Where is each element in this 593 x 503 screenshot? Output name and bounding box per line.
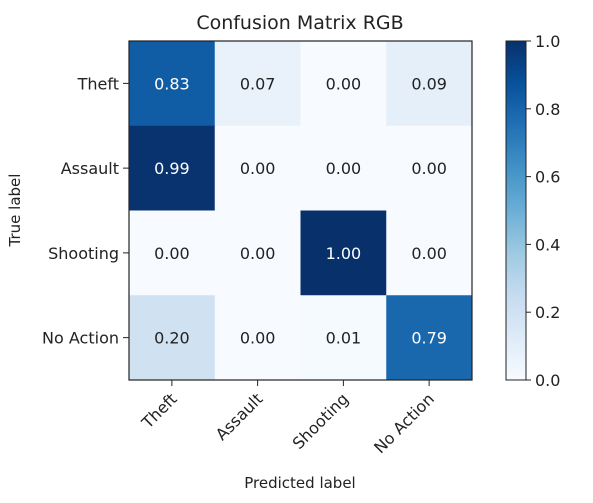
y-tick-label: Assault <box>61 159 119 178</box>
x-tick-label: Assault <box>212 389 267 444</box>
cell-value-label: 0.00 <box>154 244 190 263</box>
cell-value-label: 0.83 <box>154 74 190 93</box>
colorbar-tick-label: 0.4 <box>535 235 560 254</box>
cell-value-label: 0.00 <box>240 159 276 178</box>
colorbar-tick-label: 0.2 <box>535 303 560 322</box>
cell-value-label: 0.20 <box>154 329 190 348</box>
colorbar-ticks: 0.0 0.2 0.4 0.6 0.8 1.0 <box>526 32 560 390</box>
cell-value-label: 0.00 <box>326 74 362 93</box>
cell-value-label: 1.00 <box>326 244 362 263</box>
x-axis-label: Predicted label <box>244 474 355 492</box>
chart-title: Confusion Matrix RGB <box>196 12 403 34</box>
heatmap-cells <box>129 41 473 381</box>
heatmap-cell <box>129 210 216 296</box>
heatmap-cell <box>129 295 216 381</box>
heatmap-cell <box>300 210 387 296</box>
x-axis-ticks: Theft Assault Shooting No Action <box>137 380 438 457</box>
cell-value-label: 0.00 <box>326 159 362 178</box>
heatmap-cell <box>300 125 387 211</box>
cell-value-label: 0.09 <box>411 74 447 93</box>
colorbar-tick-label: 1.0 <box>535 32 560 51</box>
colorbar <box>505 40 527 381</box>
colorbar-tick-label: 0.0 <box>535 371 560 390</box>
heatmap-cell <box>386 210 473 296</box>
heatmap-cell <box>129 125 216 211</box>
cell-value-label: 0.00 <box>411 159 447 178</box>
y-tick-label: Theft <box>77 74 119 93</box>
cell-value-label: 0.00 <box>240 329 276 348</box>
cell-value-label: 0.00 <box>411 244 447 263</box>
heatmap-cell <box>300 295 387 381</box>
heatmap-cell <box>386 295 473 381</box>
x-tick-label: Shooting <box>289 389 353 453</box>
x-tick-label: No Action <box>370 389 438 457</box>
y-tick-label: Shooting <box>48 244 119 263</box>
heatmap-cell <box>214 210 301 296</box>
colorbar-tick-label: 0.8 <box>535 100 560 119</box>
heatmap-cell <box>386 41 473 127</box>
cell-value-label: 0.79 <box>411 329 447 348</box>
heatmap-cell <box>129 41 216 127</box>
plot-frame <box>128 40 473 381</box>
heatmap-cell <box>214 41 301 127</box>
y-axis-label: True label <box>6 174 24 248</box>
heatmap-cell <box>300 41 387 127</box>
cell-value-label: 0.01 <box>326 329 362 348</box>
cell-value-label: 0.00 <box>240 244 276 263</box>
cell-value-label: 0.07 <box>240 74 276 93</box>
heatmap-cell <box>214 125 301 211</box>
y-axis-ticks: Theft Assault Shooting No Action <box>42 74 129 348</box>
heatmap-cell <box>386 125 473 211</box>
heatmap-cell <box>214 295 301 381</box>
heatmap-cell-labels: 0.83 0.07 0.00 0.09 0.99 0.00 0.00 0.00 0.00 0.00… <box>154 74 447 347</box>
colorbar-tick-label: 0.6 <box>535 168 560 187</box>
x-tick-label: Theft <box>137 389 180 432</box>
y-tick-label: No Action <box>42 329 119 348</box>
cell-value-label: 0.99 <box>154 159 190 178</box>
